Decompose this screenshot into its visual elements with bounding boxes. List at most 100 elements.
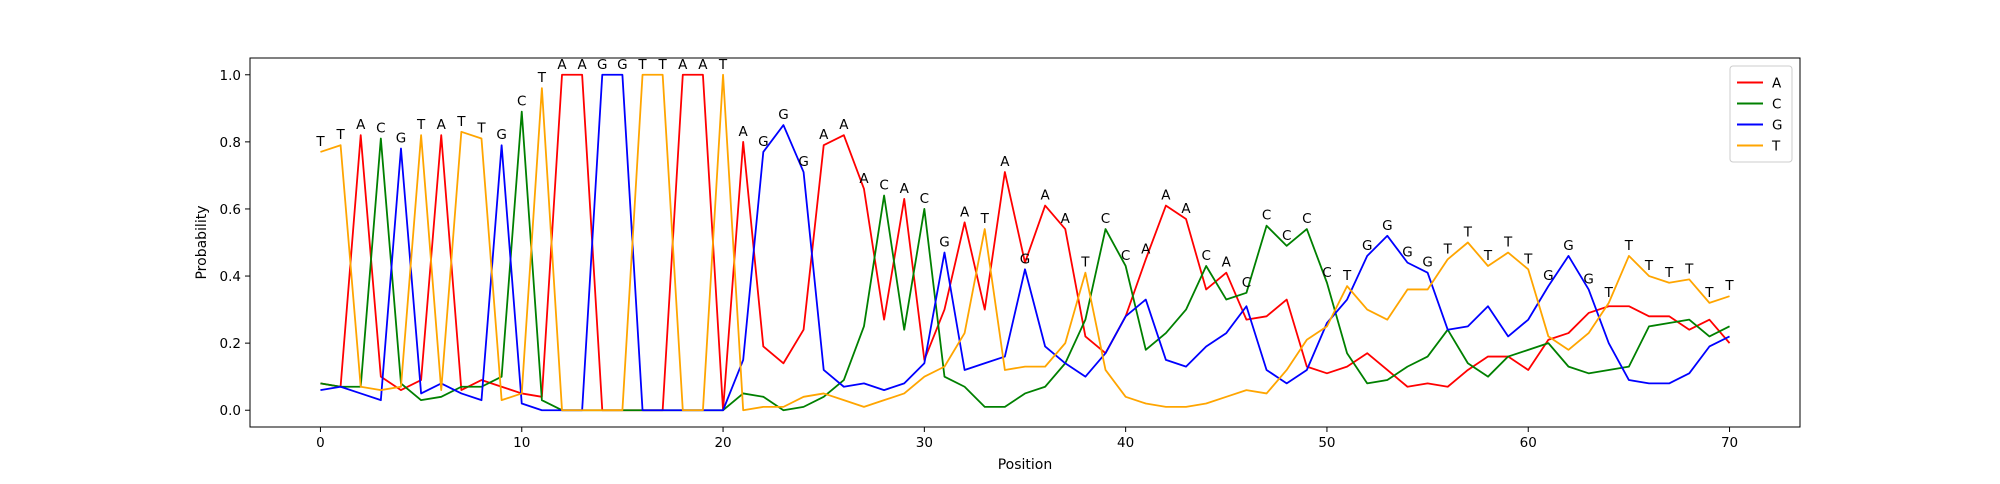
nucleotide-annotation: G bbox=[1563, 238, 1573, 254]
nucleotide-annotation: C bbox=[1282, 228, 1291, 244]
nucleotide-annotation: G bbox=[1422, 255, 1432, 271]
nucleotide-annotation: T bbox=[1503, 235, 1513, 251]
nucleotide-annotation: C bbox=[879, 178, 888, 194]
nucleotide-annotation: C bbox=[517, 94, 526, 110]
y-tick-label: 1.0 bbox=[220, 68, 241, 84]
nucleotide-annotation: C bbox=[1201, 248, 1210, 264]
nucleotide-annotation: A bbox=[1041, 188, 1051, 204]
nucleotide-annotation: T bbox=[980, 211, 990, 227]
nucleotide-annotation: T bbox=[1443, 241, 1453, 257]
nucleotide-annotation: G bbox=[597, 57, 607, 73]
nucleotide-annotation: A bbox=[739, 124, 749, 140]
nucleotide-annotation: C bbox=[1302, 211, 1311, 227]
x-tick-label: 60 bbox=[1520, 435, 1537, 451]
x-tick-label: 0 bbox=[316, 435, 325, 451]
nucleotide-annotation: T bbox=[1523, 251, 1533, 267]
x-axis-title: Position bbox=[998, 457, 1053, 473]
nucleotide-annotation: C bbox=[1322, 265, 1331, 281]
nucleotide-annotation: T bbox=[637, 57, 647, 73]
nucleotide-annotation: A bbox=[1181, 201, 1191, 217]
nucleotide-annotation: A bbox=[356, 117, 366, 133]
nucleotide-annotation: T bbox=[335, 127, 345, 143]
nucleotide-annotation: G bbox=[1362, 238, 1372, 254]
y-tick-label: 0.8 bbox=[220, 135, 241, 151]
nucleotide-annotation: A bbox=[557, 57, 567, 73]
nucleotide-annotation: A bbox=[839, 117, 849, 133]
nucleotide-annotation: A bbox=[1161, 188, 1171, 204]
nucleotide-annotation: C bbox=[920, 191, 929, 207]
nucleotide-annotation: T bbox=[1604, 285, 1614, 301]
series-line-g bbox=[320, 73, 1730, 412]
nucleotide-annotation: T bbox=[537, 70, 547, 86]
y-axis-title: Probability bbox=[194, 205, 210, 279]
y-tick-label: 0.4 bbox=[220, 269, 241, 285]
y-tick-label: 0.6 bbox=[220, 202, 241, 218]
legend-label-a: A bbox=[1772, 76, 1782, 92]
nucleotide-annotation: G bbox=[1020, 251, 1030, 267]
legend-label-c: C bbox=[1772, 97, 1781, 113]
nucleotide-annotation: T bbox=[476, 121, 486, 137]
nucleotide-annotation: G bbox=[939, 235, 949, 251]
nucleotide-annotation: C bbox=[1121, 248, 1130, 264]
legend-label-t: T bbox=[1771, 139, 1781, 155]
nucleotide-annotation: T bbox=[1704, 285, 1714, 301]
nucleotide-annotation: G bbox=[758, 134, 768, 150]
nucleotide-annotation: A bbox=[578, 57, 588, 73]
nucleotide-annotation: T bbox=[1644, 258, 1654, 274]
series-line-c bbox=[320, 110, 1730, 412]
x-tick-label: 20 bbox=[714, 435, 731, 451]
nucleotide-annotation: T bbox=[1080, 255, 1090, 271]
nucleotide-annotation: G bbox=[1543, 268, 1553, 284]
legend-label-g: G bbox=[1772, 118, 1782, 134]
y-tick-label: 0.2 bbox=[220, 336, 241, 352]
nucleotide-annotation: C bbox=[1262, 208, 1271, 224]
nucleotide-annotation: G bbox=[1583, 271, 1593, 287]
nucleotide-annotation: T bbox=[1684, 261, 1694, 277]
nucleotide-annotation: C bbox=[1242, 275, 1251, 291]
nucleotide-annotation: A bbox=[1000, 154, 1010, 170]
series-line-a bbox=[320, 73, 1731, 412]
nucleotide-annotation: G bbox=[798, 154, 808, 170]
y-tick-label: 0.0 bbox=[220, 403, 241, 419]
nucleotide-annotation: T bbox=[315, 134, 325, 150]
nucleotide-annotation: G bbox=[396, 131, 406, 147]
nucleotide-annotation: A bbox=[900, 181, 910, 197]
series-line-t bbox=[320, 73, 1730, 412]
nucleotide-annotation: T bbox=[456, 114, 466, 130]
x-tick-label: 10 bbox=[513, 435, 530, 451]
nucleotide-annotation: A bbox=[698, 57, 708, 73]
nucleotide-annotation: A bbox=[1061, 211, 1071, 227]
nucleotide-annotation: T bbox=[1342, 268, 1352, 284]
nucleotide-annotation: A bbox=[859, 171, 869, 187]
nucleotide-annotation: G bbox=[496, 127, 506, 143]
nucleotide-annotation: C bbox=[376, 121, 385, 137]
legend-box bbox=[1729, 65, 1793, 163]
nucleotide-annotation: A bbox=[1141, 241, 1151, 257]
nucleotide-annotation: T bbox=[718, 57, 728, 73]
x-tick-label: 40 bbox=[1117, 435, 1134, 451]
nucleotide-annotation: T bbox=[658, 57, 668, 73]
nucleotide-annotation: T bbox=[1724, 278, 1734, 294]
plot-area-frame bbox=[249, 57, 1801, 428]
nucleotide-annotation: A bbox=[1222, 255, 1232, 271]
nucleotide-annotation: T bbox=[1483, 248, 1493, 264]
nucleotide-annotation: G bbox=[778, 107, 788, 123]
nucleotide-annotation: A bbox=[960, 204, 970, 220]
x-tick-label: 70 bbox=[1721, 435, 1738, 451]
nucleotide-annotation: G bbox=[1382, 218, 1392, 234]
nucleotide-annotation: C bbox=[1101, 211, 1110, 227]
nucleotide-annotation: T bbox=[416, 117, 426, 133]
nucleotide-annotation: T bbox=[1624, 238, 1634, 254]
nucleotide-annotation: A bbox=[437, 117, 447, 133]
x-tick-label: 50 bbox=[1318, 435, 1335, 451]
nucleotide-annotation: T bbox=[1463, 225, 1473, 241]
nucleotide-annotation: A bbox=[819, 127, 829, 143]
nucleotide-annotation: T bbox=[1664, 265, 1674, 281]
nucleotide-annotation: G bbox=[1402, 245, 1412, 261]
x-tick-label: 30 bbox=[916, 435, 933, 451]
nucleotide-annotation: A bbox=[678, 57, 688, 73]
nucleotide-annotation: G bbox=[617, 57, 627, 73]
